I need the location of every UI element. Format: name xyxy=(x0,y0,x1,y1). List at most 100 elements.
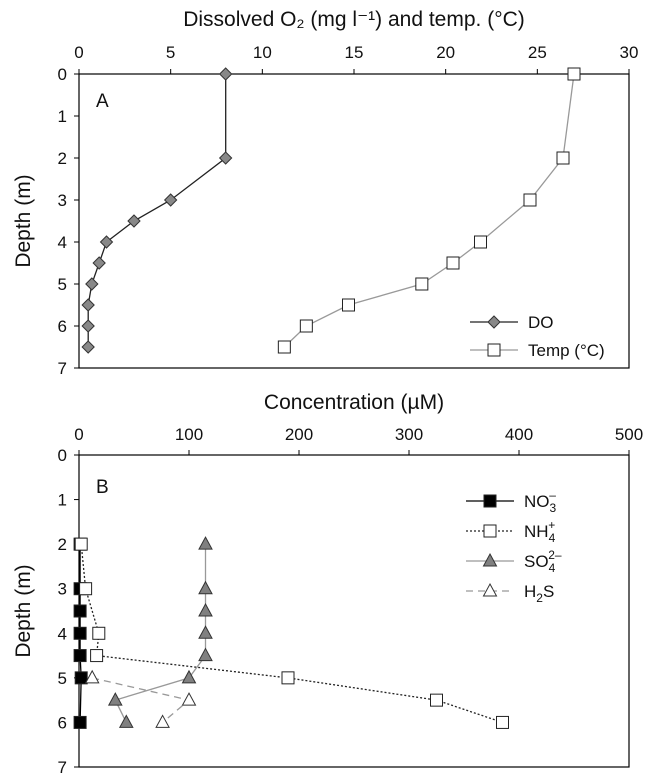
data-point xyxy=(474,235,487,249)
data-point xyxy=(218,151,233,165)
series-line xyxy=(283,73,575,348)
y-tick-label: 0 xyxy=(58,65,67,84)
legend-label: DO xyxy=(528,313,554,332)
x-tick-label: 0 xyxy=(74,43,83,62)
legend-entry: NO3– xyxy=(466,488,557,515)
legend-marker xyxy=(487,315,501,329)
series-1 xyxy=(73,537,88,729)
data-point xyxy=(556,151,570,165)
y-tick-label: 1 xyxy=(58,491,67,510)
x-tick-label: 0 xyxy=(74,425,83,444)
data-point xyxy=(107,692,123,706)
panel-b-series xyxy=(73,536,509,729)
series-line xyxy=(114,544,207,723)
y-tick-label: 0 xyxy=(58,446,67,465)
y-tick-label: 1 xyxy=(58,107,67,126)
legend-marker xyxy=(482,582,498,597)
data-point xyxy=(155,714,170,728)
series-line xyxy=(87,74,227,347)
series-2 xyxy=(74,537,509,729)
data-point xyxy=(198,625,213,639)
data-point xyxy=(198,647,213,662)
y-tick-label: 5 xyxy=(58,669,67,688)
data-point xyxy=(163,193,178,207)
data-point xyxy=(81,340,95,354)
legend-marker xyxy=(483,494,497,508)
y-tick-label: 7 xyxy=(58,758,67,774)
data-point xyxy=(198,580,213,595)
data-point xyxy=(342,298,355,312)
y-tick-label: 4 xyxy=(58,233,67,252)
data-point xyxy=(127,214,141,228)
legend-marker xyxy=(487,343,501,357)
data-point xyxy=(79,582,93,596)
y-tick-label: 2 xyxy=(58,535,67,554)
legend-entry: SO42– xyxy=(466,548,562,575)
panel-a: Dissolved O₂ (mg l⁻¹) and temp. (°C) 0 5 1… xyxy=(12,8,638,378)
x-tick-label: 100 xyxy=(175,425,203,444)
legend-entry: DO xyxy=(470,313,554,332)
x-tick-label: 5 xyxy=(166,43,175,62)
data-point xyxy=(415,277,429,291)
data-point xyxy=(198,602,213,617)
data-point xyxy=(73,649,87,663)
panel-a-y-axis-label: Depth (m) xyxy=(12,174,35,267)
legend-entry: NH4+ xyxy=(466,518,556,545)
y-tick-label: 4 xyxy=(58,624,67,643)
data-point xyxy=(73,715,87,729)
x-tick-label: 25 xyxy=(528,43,547,62)
legend-marker xyxy=(482,552,498,567)
data-point xyxy=(81,298,95,312)
x-tick-label: 30 xyxy=(620,43,639,62)
panel-a-series xyxy=(81,67,581,354)
data-point xyxy=(277,340,291,354)
y-tick-label: 7 xyxy=(58,359,67,378)
data-point xyxy=(92,626,106,640)
data-point xyxy=(523,193,537,207)
data-point xyxy=(218,67,233,81)
panel-b-title: Concentration (µM) xyxy=(264,391,444,414)
data-point xyxy=(74,537,88,551)
x-tick-label: 300 xyxy=(395,425,423,444)
y-tick-label: 2 xyxy=(58,149,67,168)
data-point xyxy=(81,319,95,333)
legend-label: Temp (°C) xyxy=(528,341,605,360)
data-point xyxy=(198,536,213,550)
x-tick-label: 10 xyxy=(253,43,272,62)
panel-a-title: Dissolved O₂ (mg l⁻¹) and temp. (°C) xyxy=(183,8,525,31)
y-tick-label: 3 xyxy=(58,191,67,210)
legend-entry: Temp (°C) xyxy=(470,341,605,360)
series-1 xyxy=(81,67,233,354)
series-line xyxy=(92,677,191,723)
panel-b-letter: B xyxy=(96,477,109,498)
data-point xyxy=(90,649,104,663)
series-4 xyxy=(84,669,197,728)
x-tick-label: 200 xyxy=(285,425,313,444)
y-tick-label: 6 xyxy=(58,713,67,732)
legend-label: NO3– xyxy=(524,488,557,515)
panel-b: Concentration (µM) 0 100 200 300 400 500 0 1 2 3… xyxy=(12,391,643,774)
legend-marker xyxy=(483,524,497,538)
data-point xyxy=(99,235,114,249)
y-tick-label: 6 xyxy=(58,317,67,336)
legend-label: H2S xyxy=(524,582,554,605)
x-tick-label: 20 xyxy=(436,43,455,62)
legend-entry: H2S xyxy=(466,582,554,605)
panel-a-y-axis: 0 1 2 3 4 5 6 7 xyxy=(58,65,79,378)
legend-label: SO42– xyxy=(524,548,562,575)
data-point xyxy=(73,626,87,640)
legend-label: NH4+ xyxy=(524,518,556,545)
x-tick-label: 15 xyxy=(345,43,364,62)
panel-a-letter: A xyxy=(96,91,109,112)
data-point xyxy=(567,67,581,81)
panel-b-legend: NO3– NH4+ SO42– H2S xyxy=(466,488,562,605)
y-tick-label: 3 xyxy=(58,580,67,599)
data-point xyxy=(74,671,88,685)
series-3 xyxy=(107,536,213,728)
panel-a-legend: DO Temp (°C) xyxy=(470,313,605,360)
panel-b-x-axis: 0 100 200 300 400 500 xyxy=(74,425,643,455)
data-point xyxy=(118,714,134,728)
data-point xyxy=(84,669,100,684)
data-point xyxy=(430,693,443,707)
